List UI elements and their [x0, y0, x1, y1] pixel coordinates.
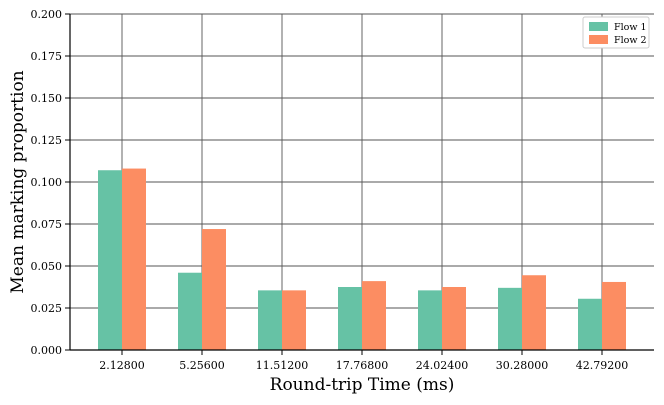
- x-tick-label: 42.79200: [576, 359, 629, 372]
- y-tick-label: 0.075: [31, 218, 63, 231]
- y-tick-label: 0.125: [31, 134, 63, 147]
- x-tick-labels: 2.12800 5.25600 11.51200 17.76800 24.02400 30…: [99, 350, 628, 372]
- legend-swatch: [589, 22, 608, 31]
- bar-flow-2: [602, 281, 626, 350]
- bars: [98, 168, 626, 350]
- x-tick-label: 11.51200: [256, 359, 309, 372]
- bar-flow-1: [178, 272, 202, 350]
- bar-flow-2: [442, 287, 466, 350]
- bar-flow-1: [98, 170, 122, 350]
- y-tick-label: 0.200: [31, 8, 63, 21]
- bar-flow-1: [338, 287, 362, 350]
- x-tick-label: 2.12800: [99, 359, 145, 372]
- bar-flow-2: [362, 281, 386, 350]
- bar-flow-2: [522, 275, 546, 350]
- bar-flow-2: [282, 290, 306, 350]
- x-axis-label: Round-trip Time (ms): [270, 375, 455, 395]
- y-tick-label: 0.150: [31, 92, 63, 105]
- bar-flow-2: [122, 168, 146, 350]
- y-tick-label: 0.050: [31, 260, 63, 273]
- y-tick-label: 0.025: [31, 302, 63, 315]
- x-tick-label: 24.02400: [416, 359, 469, 372]
- y-tick-label: 0.100: [31, 176, 63, 189]
- x-tick-label: 30.28000: [496, 359, 549, 372]
- legend-label: Flow 2: [614, 35, 647, 46]
- x-tick-label: 17.76800: [336, 359, 389, 372]
- y-tick-label: 0.000: [31, 344, 63, 357]
- legend-label: Flow 1: [614, 22, 647, 33]
- y-tick-label: 0.175: [31, 50, 63, 63]
- x-tick-label: 5.25600: [179, 359, 225, 372]
- legend: Flow 1 Flow 2: [582, 16, 650, 49]
- bar-flow-1: [578, 298, 602, 350]
- bar-flow-1: [418, 290, 442, 350]
- y-axis-label: Mean marking proportion: [8, 70, 28, 293]
- bar-flow-1: [498, 287, 522, 350]
- legend-swatch: [589, 35, 608, 44]
- bar-flow-2: [202, 229, 226, 350]
- bar-flow-1: [258, 290, 282, 350]
- y-tick-labels: 0.000 0.025 0.050 0.075 0.100 0.125 0.150 0.175…: [31, 8, 70, 357]
